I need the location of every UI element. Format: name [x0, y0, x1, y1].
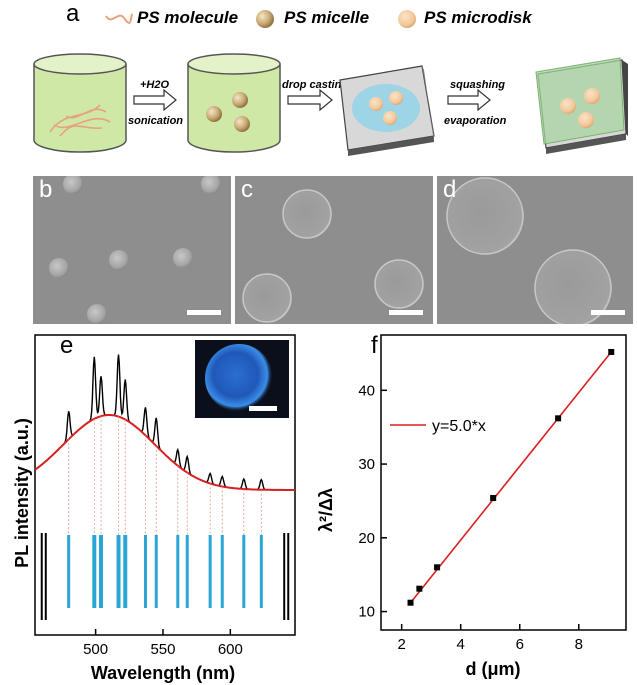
- sem-particles-d: [446, 177, 612, 324]
- legend-microdisk: PS microdisk: [424, 8, 532, 27]
- legend-molecule-icon: [105, 13, 133, 24]
- mode-bar: [116, 535, 121, 608]
- mode-bar: [208, 535, 212, 608]
- panel-label-d: d: [443, 176, 457, 203]
- mode-bar: [242, 535, 246, 608]
- x-tick-label-e: 550: [150, 641, 175, 658]
- x-axis-label-e: Wavelength (nm): [91, 663, 235, 683]
- panel-label-c: c: [241, 176, 253, 203]
- sem-particles-c: [242, 189, 424, 323]
- mode-bar: [154, 535, 158, 608]
- fit-line: [409, 351, 612, 604]
- plot-frame-e: [34, 334, 296, 636]
- q-factor-chart: 2 4 6 8 10 20 30 40 λ²/Δλ d (μm) y=5.0*x: [316, 334, 627, 679]
- x-tick-label-e: 600: [218, 641, 243, 658]
- panel-label-e: e: [60, 332, 74, 359]
- x-axis-label-f: d (μm): [465, 659, 520, 679]
- arrow-step-3: [447, 88, 491, 112]
- legend-micelle-icon: [256, 10, 274, 28]
- y-axis-label-e: PL intensity (a.u.): [12, 418, 32, 568]
- panel-label-a: a: [66, 0, 80, 27]
- sem-particles-b: [49, 176, 221, 324]
- substrate-droplet: [339, 65, 435, 156]
- x-tick-label-f: 6: [516, 636, 524, 653]
- x-tick-label-f: 4: [457, 636, 465, 653]
- step1-top-label: +H2O: [140, 79, 169, 91]
- y-tick-label-f: 10: [358, 604, 375, 621]
- sem-image-d: d: [437, 176, 633, 324]
- mode-bar: [123, 535, 128, 608]
- legend-molecule: PS molecule: [137, 8, 239, 27]
- data-point: [416, 585, 423, 592]
- substrate-squashed: [535, 57, 628, 154]
- data-point: [407, 599, 414, 606]
- data-point: [608, 348, 615, 355]
- mode-bar: [176, 535, 180, 608]
- scale-bar-c: [389, 310, 423, 315]
- mode-bar: [259, 535, 263, 608]
- data-point: [434, 564, 441, 571]
- legend-microdisk-icon: [398, 10, 416, 28]
- data-point: [490, 494, 497, 501]
- scale-bar-d: [591, 310, 625, 315]
- panel-label-f: f: [371, 332, 378, 359]
- scale-bar-b: [187, 310, 221, 315]
- legend-micelle: PS micelle: [284, 8, 370, 27]
- y-tick-label-f: 40: [358, 382, 375, 399]
- y-axis-label-f: λ²/Δλ: [316, 488, 336, 532]
- y-tick-label-f: 20: [358, 530, 375, 547]
- step3-bottom-label: evaporation: [444, 115, 507, 127]
- pl-microscope-inset: [195, 340, 289, 418]
- step3-top-label: squashing: [450, 79, 505, 91]
- step1-bottom-label: sonication: [128, 115, 183, 127]
- panel-label-b: b: [39, 176, 53, 203]
- arrow-step-1: [133, 88, 177, 112]
- sem-image-b: b: [33, 176, 231, 324]
- mode-bar: [143, 535, 147, 608]
- mode-bar: [220, 535, 224, 608]
- fabrication-schematic: +H2O sonication drop casting squashing e…: [33, 53, 628, 156]
- x-tick-label-f: 2: [397, 636, 405, 653]
- beaker-micelles: [187, 53, 281, 153]
- mode-bar: [67, 535, 71, 608]
- plot-frame-f: [380, 334, 627, 631]
- step2-top-label: drop casting: [282, 79, 348, 91]
- envelope-line: [34, 414, 295, 491]
- x-tick-label-e: 500: [83, 641, 108, 658]
- y-tick-label-f: 30: [358, 456, 375, 473]
- pl-spectrum-chart: 500 550 600 PL intensity (a.u.) Wavelength…: [12, 334, 296, 683]
- mode-bar: [92, 535, 97, 608]
- sem-image-c: c: [235, 176, 433, 324]
- x-tick-label-f: 8: [575, 636, 583, 653]
- mode-bar: [99, 535, 104, 608]
- data-point: [555, 415, 562, 422]
- mode-bar: [185, 535, 189, 608]
- legend-text-f: y=5.0*x: [432, 418, 486, 435]
- beaker-molecules: [33, 53, 127, 153]
- arrow-step-2: [287, 88, 333, 112]
